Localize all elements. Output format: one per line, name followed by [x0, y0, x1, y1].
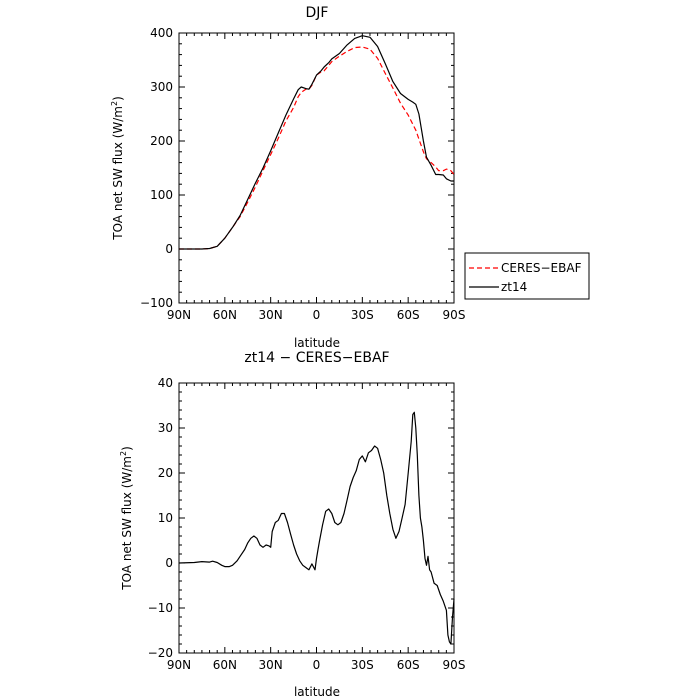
y-tick-label: 200	[150, 134, 173, 148]
y-axis: −100 0 100 200 300 400	[140, 26, 454, 310]
x-tick-label: 60S	[397, 658, 420, 672]
x-axis-title: latitude	[294, 685, 340, 699]
y-tick-label: −20	[148, 646, 173, 660]
series-line-zt14	[179, 35, 454, 250]
y-axis-title-sup: 2	[119, 451, 128, 456]
x-tick-label: 90S	[443, 308, 466, 322]
x-axis: 90N 60N 30N 0 30S 60S 90S	[167, 383, 466, 672]
x-tick-label: 30N	[259, 308, 283, 322]
x-tick-label: 30S	[351, 308, 374, 322]
plot-frame	[178, 32, 455, 304]
y-axis-title-main: TOA net SW flux (W/m	[111, 106, 125, 241]
y-axis-title-tail: )	[111, 96, 125, 101]
x-tick-label: 60N	[213, 308, 237, 322]
y-axis: −20 −10 0 10 20 30 40	[148, 376, 454, 660]
x-axis: 90N 60N 30N 0 30S 60S 90S	[167, 33, 466, 322]
x-tick-label: 60N	[213, 658, 237, 672]
x-tick-label: 30N	[259, 658, 283, 672]
y-tick-label: 100	[150, 188, 173, 202]
y-axis-title-sup: 2	[110, 101, 119, 106]
y-tick-label: 40	[158, 376, 173, 390]
x-tick-label: 90N	[167, 658, 191, 672]
y-tick-label: 300	[150, 80, 173, 94]
legend-label-ceres: CERES−EBAF	[501, 261, 582, 275]
y-tick-label: 10	[158, 511, 173, 525]
series-lines	[178, 411, 455, 645]
y-axis-title: TOA net SW flux (W/m2)	[119, 446, 134, 591]
y-axis-title: TOA net SW flux (W/m2)	[110, 96, 125, 241]
x-tick-label: 30S	[351, 658, 374, 672]
legend-box	[464, 252, 590, 300]
y-tick-label: 0	[165, 556, 173, 570]
x-tick-label: 0	[313, 658, 321, 672]
plot-title: DJF	[306, 5, 329, 21]
y-tick-label: 0	[165, 242, 173, 256]
y-tick-label: 400	[150, 26, 173, 40]
x-axis-title: latitude	[294, 336, 340, 350]
y-axis-title-main: TOA net SW flux (W/m	[120, 456, 134, 591]
x-tick-label: 90S	[443, 658, 466, 672]
x-tick-label: 90N	[167, 308, 191, 322]
y-tick-label: 20	[158, 466, 173, 480]
plot-title: zt14 − CERES−EBAF	[244, 350, 389, 366]
series-line-difference	[178, 411, 455, 645]
legend-label-zt14: zt14	[501, 280, 527, 294]
series-lines	[179, 35, 455, 250]
y-axis-title-tail: )	[120, 446, 134, 451]
series-line-ceres-ebaf	[179, 46, 455, 250]
y-tick-label: 30	[158, 421, 173, 435]
legend: CERES−EBAF zt14	[464, 252, 590, 300]
x-tick-label: 60S	[397, 308, 420, 322]
y-tick-label: −10	[148, 601, 173, 615]
y-tick-label: −100	[140, 296, 173, 310]
x-tick-label: 0	[313, 308, 321, 322]
